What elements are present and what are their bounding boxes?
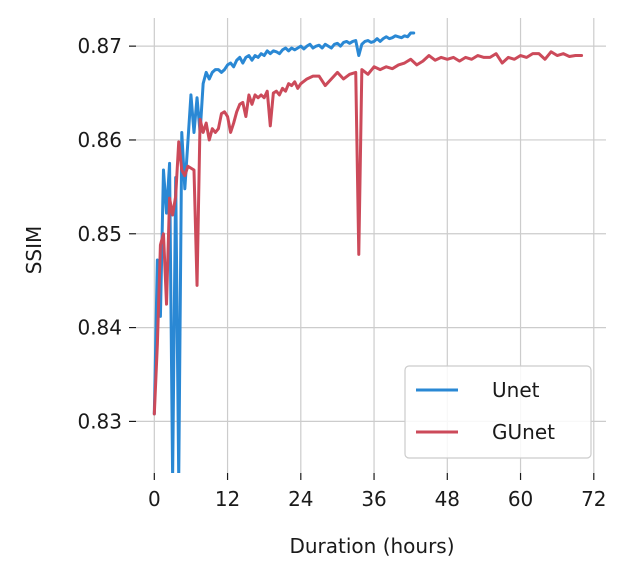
x-tick-label: 48: [435, 487, 460, 511]
x-axis-label: Duration (hours): [289, 534, 454, 558]
x-tick-label: 24: [288, 487, 313, 511]
y-tick-label: 0.86: [77, 128, 122, 152]
series-line-unet: [152, 31, 416, 473]
x-tick-label: 72: [581, 487, 606, 511]
legend-label-unet: Unet: [492, 378, 540, 402]
grid-lines: [136, 18, 606, 473]
y-tick-label: 0.84: [77, 316, 122, 340]
series-lines: [152, 31, 584, 473]
series-line-gunet: [152, 50, 584, 416]
x-tick-label: 60: [508, 487, 533, 511]
y-axis-label: SSIM: [22, 226, 46, 275]
axis-ticks: 0 12 24 36 48 60 72 0.83 0.84 0.85 0.86 0.87: [77, 34, 606, 511]
x-tick-label: 0: [148, 487, 161, 511]
legend-label-gunet: GUnet: [492, 420, 555, 444]
x-tick-label: 12: [215, 487, 240, 511]
legend: Unet GUnet: [404, 365, 592, 459]
y-tick-label: 0.83: [77, 409, 122, 433]
x-tick-label: 36: [361, 487, 386, 511]
y-tick-label: 0.87: [77, 34, 122, 58]
y-tick-label: 0.85: [77, 222, 122, 246]
